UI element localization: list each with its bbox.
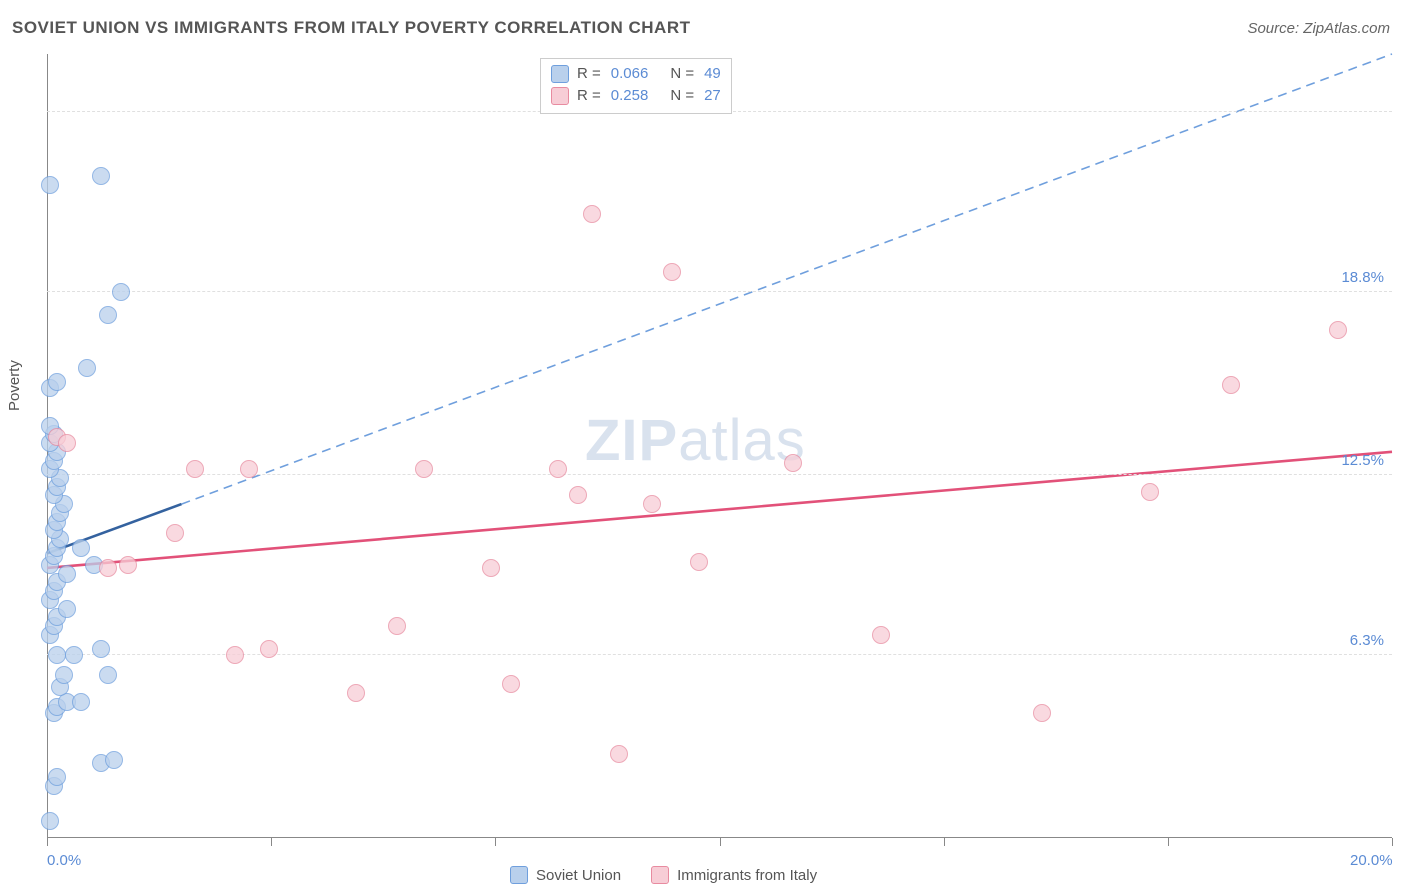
stat-n-value: 49 [704,63,721,85]
scatter-point [92,167,110,185]
scatter-point [99,666,117,684]
scatter-point [643,495,661,513]
scatter-point [105,751,123,769]
x-tick [495,838,496,846]
scatter-point [48,373,66,391]
stats-legend-row: R = 0.258 N = 27 [551,85,721,107]
scatter-point [99,306,117,324]
trend-line-dashed [182,54,1393,504]
gridline [47,291,1392,292]
stat-r-value: 0.066 [611,63,649,85]
scatter-point [55,666,73,684]
stats-legend-row: R = 0.066 N = 49 [551,63,721,85]
legend-swatch [551,87,569,105]
y-tick-label: 12.5% [1341,452,1384,469]
series-name: Soviet Union [536,867,621,884]
scatter-point [72,539,90,557]
scatter-point [415,460,433,478]
scatter-point [784,454,802,472]
scatter-point [72,693,90,711]
x-tick [1392,838,1393,846]
scatter-point [502,675,520,693]
gridline [47,654,1392,655]
scatter-point [1033,704,1051,722]
scatter-point [58,565,76,583]
x-tick [47,838,48,846]
series-legend-item: Soviet Union [510,866,621,884]
series-legend-item: Immigrants from Italy [651,866,817,884]
scatter-point [583,205,601,223]
scatter-point [240,460,258,478]
series-legend: Soviet Union Immigrants from Italy [510,866,817,884]
source-label: Source: ZipAtlas.com [1247,20,1390,37]
stat-r-label: R = [577,63,601,85]
legend-swatch [510,866,528,884]
scatter-point [260,640,278,658]
y-tick-label: 6.3% [1350,632,1384,649]
scatter-point [78,359,96,377]
x-tick [720,838,721,846]
x-tick [944,838,945,846]
legend-swatch [551,65,569,83]
scatter-point [65,646,83,664]
scatter-point [549,460,567,478]
scatter-point [388,617,406,635]
scatter-point [690,553,708,571]
scatter-point [41,812,59,830]
scatter-point [119,556,137,574]
series-name: Immigrants from Italy [677,867,817,884]
scatter-point [48,646,66,664]
legend-swatch [651,866,669,884]
x-tick [1168,838,1169,846]
stats-legend: R = 0.066 N = 49 R = 0.258 N = 27 [540,58,732,114]
scatter-point [1141,483,1159,501]
scatter-point [482,559,500,577]
stat-r-label: R = [577,85,601,107]
scatter-point [92,640,110,658]
chart-title: SOVIET UNION VS IMMIGRANTS FROM ITALY PO… [12,18,690,38]
y-tick-label: 18.8% [1341,269,1384,286]
scatter-point [48,768,66,786]
scatter-point [1329,321,1347,339]
scatter-point [186,460,204,478]
stat-r-value: 0.258 [611,85,649,107]
scatter-point [1222,376,1240,394]
y-axis-label: Poverty [6,360,23,411]
scatter-point [58,600,76,618]
scatter-point [99,559,117,577]
scatter-point [569,486,587,504]
stat-n-value: 27 [704,85,721,107]
scatter-point [166,524,184,542]
trend-lines-layer [47,54,1392,838]
scatter-point [41,176,59,194]
x-tick [271,838,272,846]
stat-n-label: N = [670,63,694,85]
scatter-point [872,626,890,644]
scatter-point [58,434,76,452]
plot-area: ZIPatlas 6.3%12.5%18.8% [47,54,1392,838]
scatter-point [226,646,244,664]
scatter-point [663,263,681,281]
stat-n-label: N = [670,85,694,107]
x-tick-label: 0.0% [47,852,81,869]
scatter-point [610,745,628,763]
x-tick-label: 20.0% [1350,852,1393,869]
scatter-point [112,283,130,301]
scatter-point [347,684,365,702]
